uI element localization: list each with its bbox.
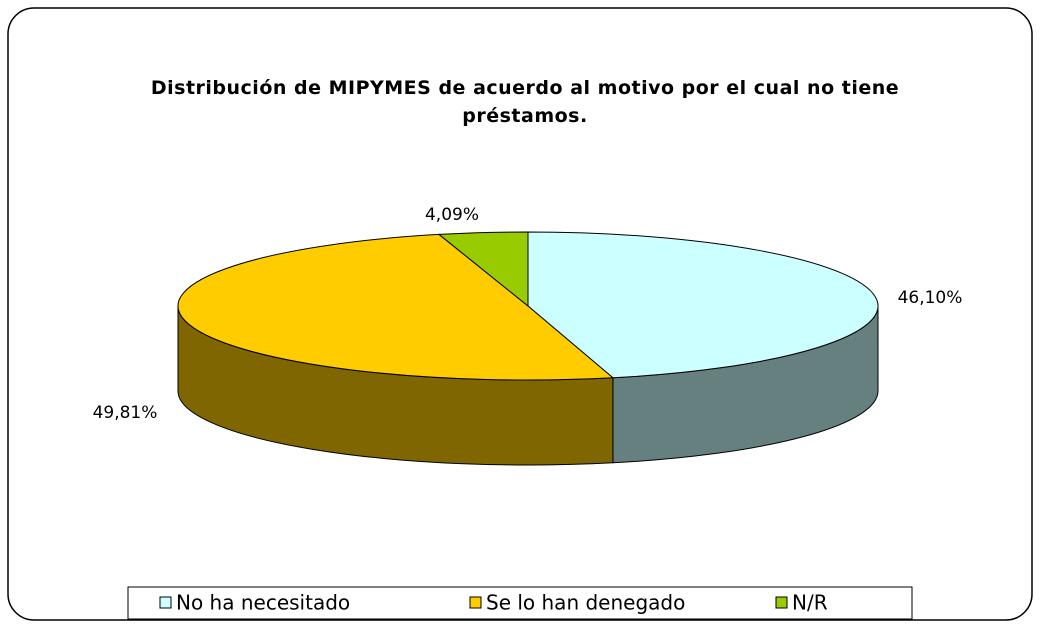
pie-slice <box>437 231 529 308</box>
legend-label: Se lo han denegado <box>486 591 685 615</box>
data-label: 4,09% <box>425 205 479 225</box>
legend-swatch <box>159 596 172 609</box>
data-label: 46,10% <box>898 288 963 308</box>
legend-label: N/R <box>792 591 828 615</box>
data-label: 49,81% <box>93 403 158 423</box>
pie-slice <box>177 233 615 381</box>
legend-swatch <box>775 596 788 609</box>
legend-label: No ha necesitado <box>176 591 350 615</box>
legend-swatch <box>469 596 482 609</box>
chart-title: Distribución de MIPYMES de acuerdo al mo… <box>150 77 900 127</box>
pie-slice <box>527 231 879 379</box>
